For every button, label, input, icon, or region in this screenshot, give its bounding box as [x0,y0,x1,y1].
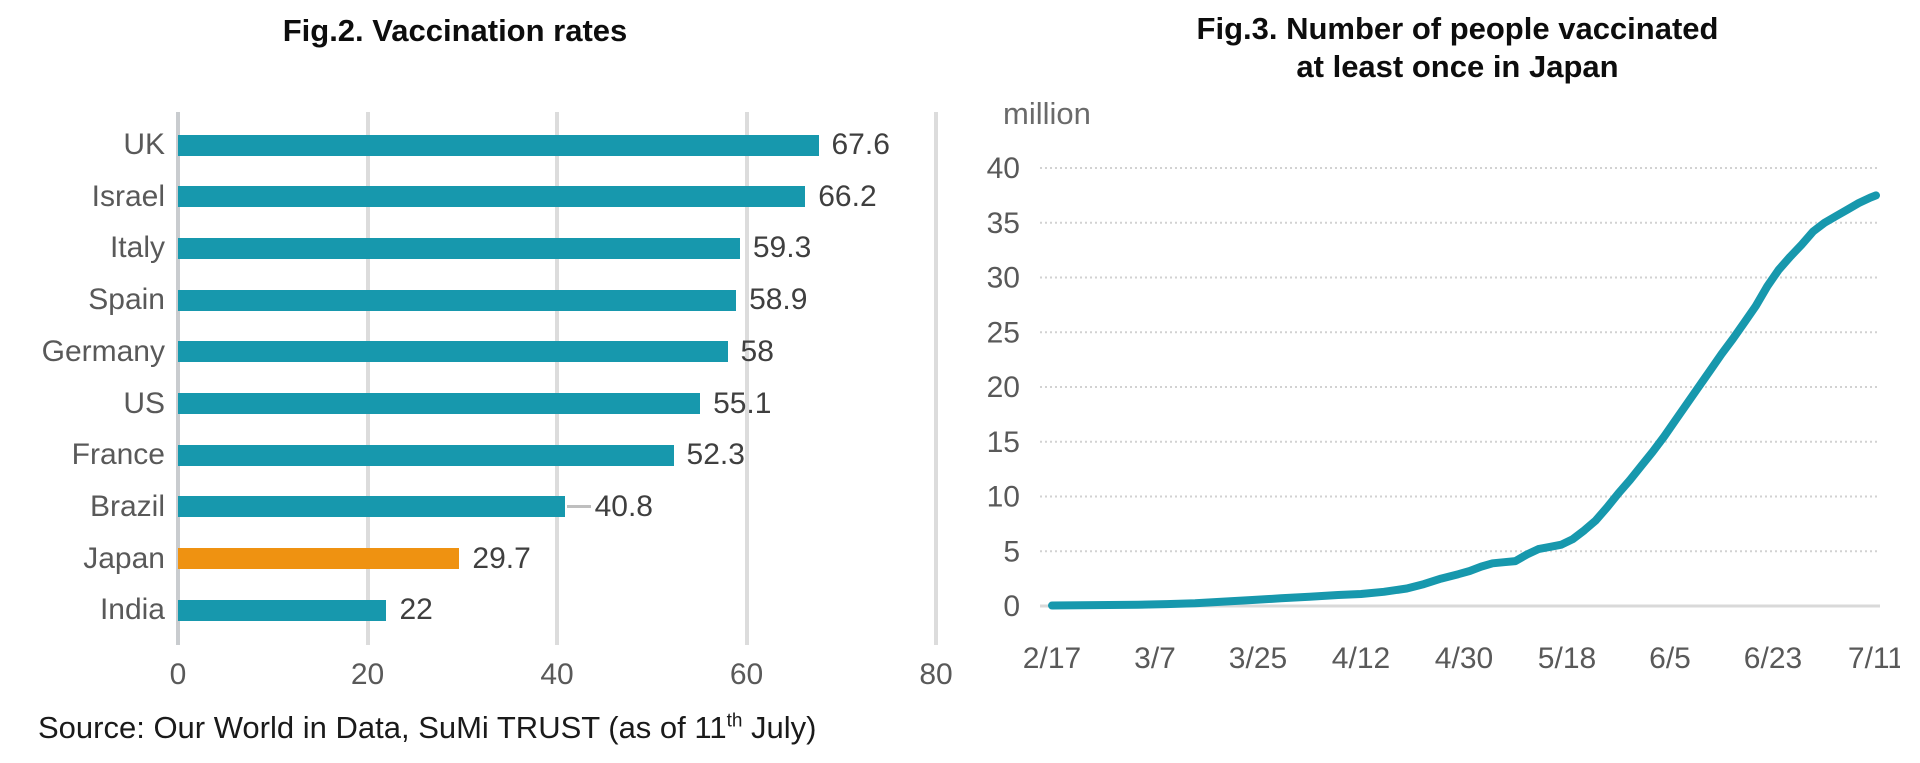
fig2-bar-israel [178,186,806,208]
fig3-y-tick-label: 5 [1003,535,1020,568]
fig2-x-tick-label: 60 [729,658,764,691]
fig2-category-label-spain: Spain [88,283,165,317]
fig2-value-label-india: 22 [399,593,433,627]
fig3-x-tick-label: 3/25 [1229,642,1287,675]
fig2-category-label-uk: UK [123,128,165,161]
fig2-gridline [555,112,559,645]
fig2-bar-india [178,599,387,621]
fig2-title: Fig.2. Vaccination rates [282,13,628,48]
fig3-title: Fig.3. Number of people vaccinated at le… [1035,10,1880,86]
source-text: Source: Our World in Data, SuMi TRUST (a… [38,710,727,745]
source-text-suffix: July) [742,710,817,745]
fig2-bar-japan [178,548,460,570]
fig2-x-tick-label: 20 [350,658,385,691]
fig3-y-tick-label: 15 [987,426,1020,459]
fig2-category-label-israel: Israel [91,179,165,213]
fig2-value-label-uk: 67.6 [831,128,890,161]
fig2-value-label-japan: 29.7 [472,541,531,575]
fig3-title-line2: at least once in Japan [1296,49,1619,84]
fig2-bar-us [178,393,701,414]
fig2-category-label-brazil: Brazil [89,489,165,523]
fig2-category-label-us: US [123,386,165,420]
fig2-x-tick-label: 40 [540,658,574,691]
fig2-bar-uk [178,134,819,156]
fig3-title-line1: Fig.3. Number of people vaccinated [1196,11,1719,46]
fig2-y-axis-line [176,112,180,645]
fig3-x-tick-label: 6/23 [1744,642,1802,675]
fig3-x-tick-label: 7/11 [1848,642,1900,675]
fig2-category-label-japan: Japan [83,541,165,575]
fig3-data-line [1048,191,1880,610]
fig2-bar-italy [178,237,740,259]
fig2-bar-brazil [178,496,565,518]
fig2-category-label-italy: Italy [109,231,165,265]
y-axis-unit-label: million [1003,96,1091,131]
fig2-gridline [934,112,938,645]
fig2-leader-line [566,505,591,509]
fig3-y-tick-label: 25 [987,316,1020,349]
fig2-category-label-france: France [71,438,165,472]
source-note: Source: Our World in Data, SuMi TRUST (a… [38,710,817,746]
fig2-gridline [365,112,370,645]
fig2-value-label-spain: 58.9 [749,283,808,317]
fig3-y-tick-label: 30 [987,262,1020,295]
fig3-y-tick-label: 20 [987,371,1020,404]
fig2-bar-germany [178,341,728,363]
fig2-value-label-italy: 59.3 [752,231,812,265]
fig2-x-tick-label: 0 [169,658,187,691]
fig2-category-label-germany: Germany [41,334,165,368]
fig3-line-chart: 0 5 10 15 20 25 30 35 40 2/17 3/7 3/25 4/12 4/30 5/18 6… [987,152,1900,675]
fig2-value-label-us: 55.1 [713,386,772,420]
fig3-x-tick-label: 4/30 [1435,642,1493,675]
fig3-y-tick-label: 0 [1003,590,1020,623]
fig3-x-tick-label: 6/5 [1649,642,1691,675]
fig2-category-label-india: India [99,593,165,627]
fig2-value-label-israel: 66.2 [818,179,877,213]
fig3-x-tick-label: 4/12 [1332,642,1390,675]
fig2-value-label-france: 52.3 [686,438,745,472]
fig2-gridline [744,112,749,645]
fig2-bar-spain [178,289,737,311]
fig3-y-tick-label: 35 [987,207,1020,240]
fig3-x-tick-label: 2/17 [1023,642,1081,675]
fig2-value-label-brazil: 40.8 [594,489,653,523]
fig3-x-tick-label: 5/18 [1538,642,1596,675]
fig3-y-tick-label: 10 [987,481,1020,514]
fig3-y-tick-label: 40 [987,152,1020,185]
fig2-bar-france [178,444,674,466]
fig2-value-label-germany: 58 [740,334,774,368]
source-superscript: th [726,710,743,732]
fig3-x-tick-label: 3/7 [1134,642,1176,675]
fig2-x-tick-label: 80 [919,658,953,691]
